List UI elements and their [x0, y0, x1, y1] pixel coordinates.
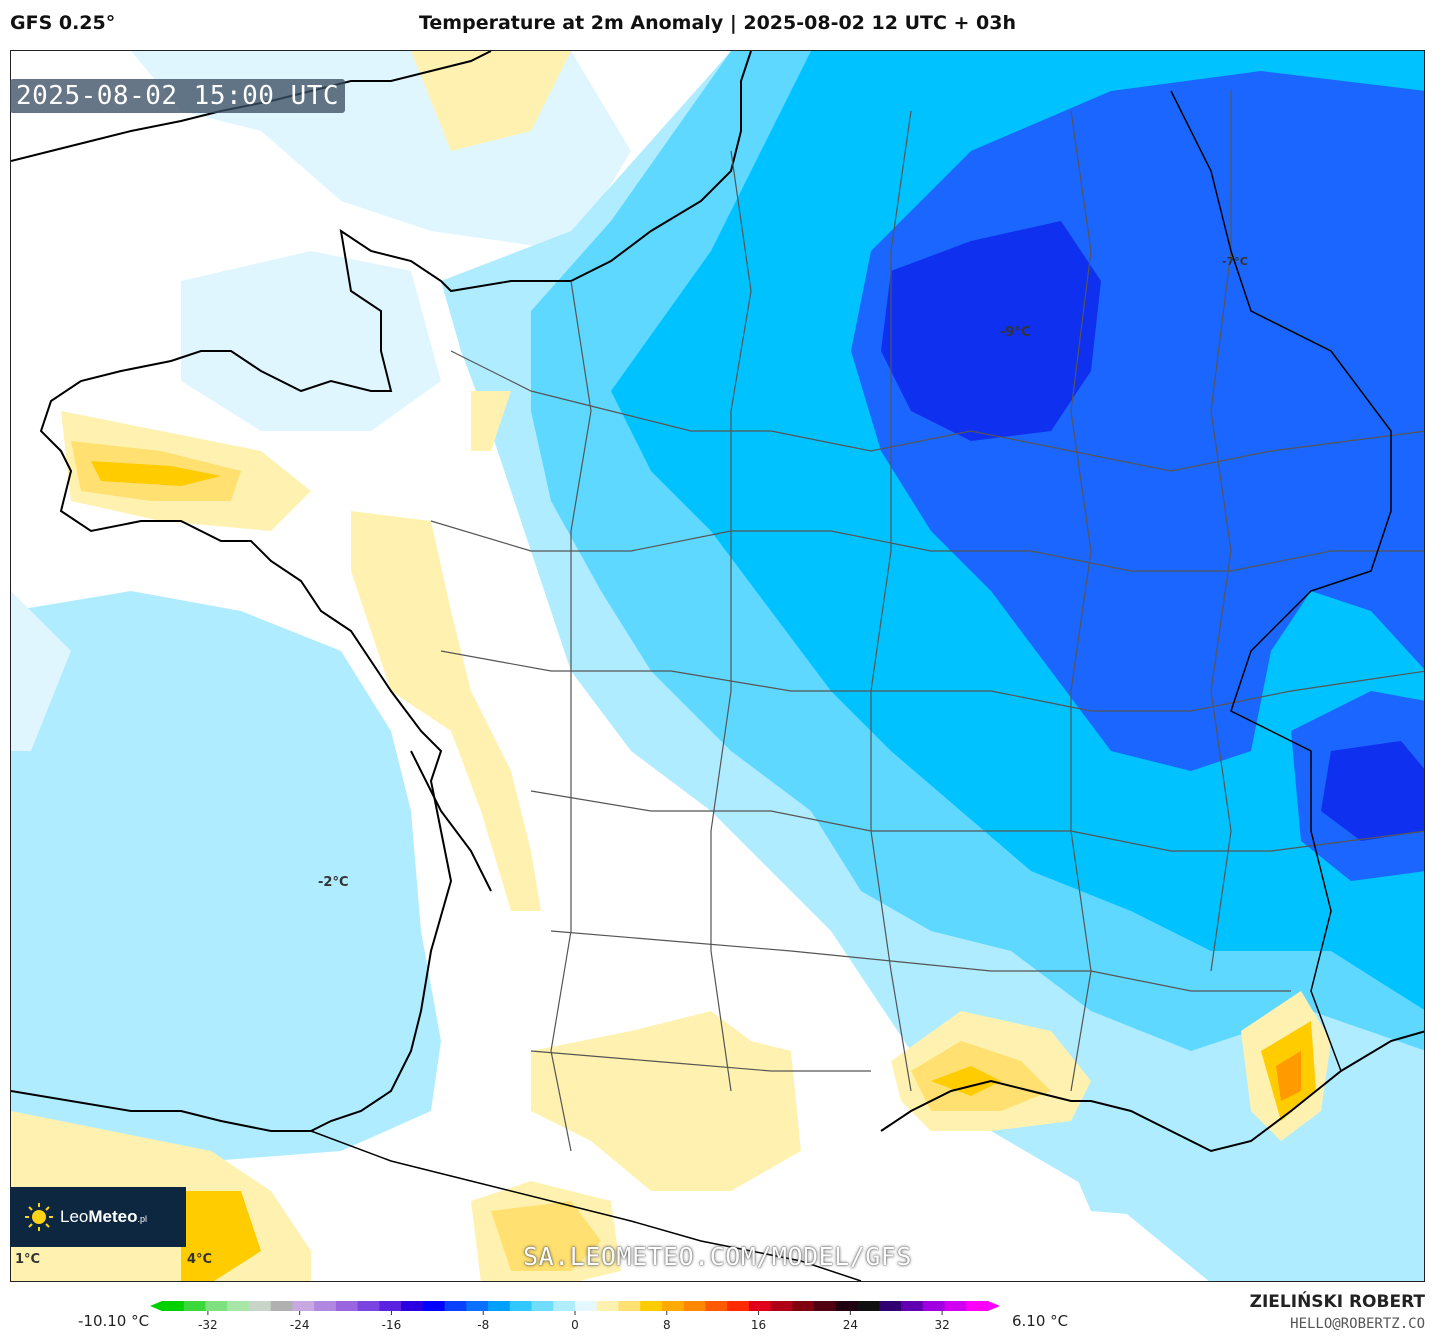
colorbar-segment: [922, 1301, 946, 1311]
chart-title: Temperature at 2m Anomaly | 2025-08-02 1…: [418, 12, 1017, 34]
colorbar-segment: [357, 1301, 380, 1311]
warm-mid-provence: [931, 1066, 1001, 1096]
bottom-mid-label: 4°C: [187, 1252, 213, 1267]
colorbar-tick-label: -24: [290, 1318, 310, 1332]
coastline-med: [880, 1030, 1424, 1153]
deep-cold-core: [881, 221, 1101, 441]
colorbar-segment: [183, 1301, 206, 1311]
warm-pale-vendee: [351, 511, 541, 911]
colorbar-segment: [248, 1301, 272, 1311]
leometeo-logo: LeoMeteo.pl: [10, 1187, 186, 1247]
colorbar-segment: [618, 1301, 641, 1311]
colorbar-segment: [640, 1301, 663, 1311]
border-spain: [310, 1130, 862, 1281]
colorbar-segment: [966, 1301, 989, 1311]
colorbar-segment: [205, 1301, 228, 1311]
bottom-left-label: 1°C: [15, 1252, 41, 1267]
colorbar-max-arrow: [988, 1301, 1000, 1311]
author-name: ZIELIŃSKI ROBERT: [1249, 1292, 1425, 1312]
coastline-france: [39, 51, 752, 1132]
max-cold-label: -9°C: [1000, 325, 1031, 340]
colorbar-segment: [835, 1301, 859, 1311]
east-small-label: -7°C: [1222, 255, 1248, 268]
map-canvas: [11, 51, 1424, 1281]
warm-pale-south: [531, 1011, 801, 1191]
colorbar-segment: [227, 1301, 250, 1311]
colorbar-segment: [727, 1301, 750, 1311]
gironde-estuary: [410, 750, 492, 892]
warm-pale-loire: [471, 391, 511, 451]
colorbar-tick-label: 24: [843, 1318, 858, 1332]
colorbar-segment: [553, 1301, 576, 1311]
colorbar-segment: [901, 1301, 924, 1311]
colorbar-segment: [705, 1301, 728, 1311]
colorbar-segment: [792, 1301, 815, 1311]
colorbar-segment: [270, 1301, 293, 1311]
atlantic-label: -2°C: [318, 875, 349, 890]
coastline-spain: [11, 1090, 311, 1132]
colorbar-segment: [401, 1301, 424, 1311]
timestamp-badge: 2025-08-02 15:00 UTC: [10, 79, 346, 113]
colorbar-segment: [444, 1301, 467, 1311]
colorbar-segment: [292, 1301, 315, 1311]
pale-cold-brittany: [181, 251, 441, 431]
pale-cold-atlantic: [11, 591, 441, 1161]
colorbar-tick-label: -32: [198, 1318, 218, 1332]
pale-cold-med: [1061, 1121, 1341, 1221]
colorbar-segment: [770, 1301, 793, 1311]
colorbar-segment: [857, 1301, 880, 1311]
colorbar-min-arrow: [150, 1301, 162, 1311]
colorbar-segment: [314, 1301, 337, 1311]
warm-mid-brittany: [91, 461, 221, 486]
colorbar-segment: [944, 1301, 967, 1311]
source-url: SA.LEOMETEO.COM/MODEL/GFS: [523, 1242, 912, 1271]
colorbar-segment: [879, 1301, 902, 1311]
colorbar-segment: [379, 1301, 402, 1311]
colorbar-segment: [596, 1301, 619, 1311]
colorbar-segment: [422, 1301, 446, 1311]
colorbar: -32 -24 -16 -8 0 8 16 24 32: [150, 1301, 1000, 1332]
deep-cold-alps: [1321, 741, 1424, 841]
faint-cold-atlantic: [11, 591, 71, 751]
model-name: GFS 0.25°: [10, 12, 116, 34]
colorbar-segment: [466, 1301, 489, 1311]
colorbar-segment: [509, 1301, 533, 1311]
colorbar-segment: [683, 1301, 706, 1311]
colorbar-tick-label: -8: [477, 1318, 489, 1332]
colorbar-segment: [531, 1301, 554, 1311]
colorbar-segment: [488, 1301, 511, 1311]
warm-light-spain: [181, 1191, 261, 1281]
colorbar-tick-label: 32: [934, 1318, 949, 1332]
colorbar-segment: [661, 1301, 685, 1311]
logo-text: LeoMeteo.pl: [60, 1207, 148, 1226]
legend-min-label: -10.10 °C: [78, 1312, 150, 1330]
border-east: [1170, 90, 1392, 1072]
author-email: HELLO@ROBERTZ.CO: [1290, 1316, 1425, 1332]
colorbar-segment: [748, 1301, 772, 1311]
warm-pale-north: [411, 51, 571, 151]
colorbar-tick-label: 16: [751, 1318, 766, 1332]
colorbar-segment: [575, 1301, 598, 1311]
colorbar-tick-label: 0: [571, 1318, 579, 1332]
anomaly-map[interactable]: [10, 50, 1425, 1282]
region-borders: [430, 91, 1424, 1152]
colorbar-tick-label: 8: [663, 1318, 671, 1332]
sun-icon: [25, 1203, 53, 1231]
colorbar-tick-label: -16: [382, 1318, 402, 1332]
legend-max-label: 6.10 °C: [1012, 1312, 1069, 1330]
warm-strong-nice: [1276, 1051, 1301, 1101]
colorbar-segment: [814, 1301, 837, 1311]
colorbar-segment: [162, 1301, 185, 1311]
colorbar-segment: [335, 1301, 359, 1311]
warm-light-pyrenees: [491, 1201, 601, 1271]
